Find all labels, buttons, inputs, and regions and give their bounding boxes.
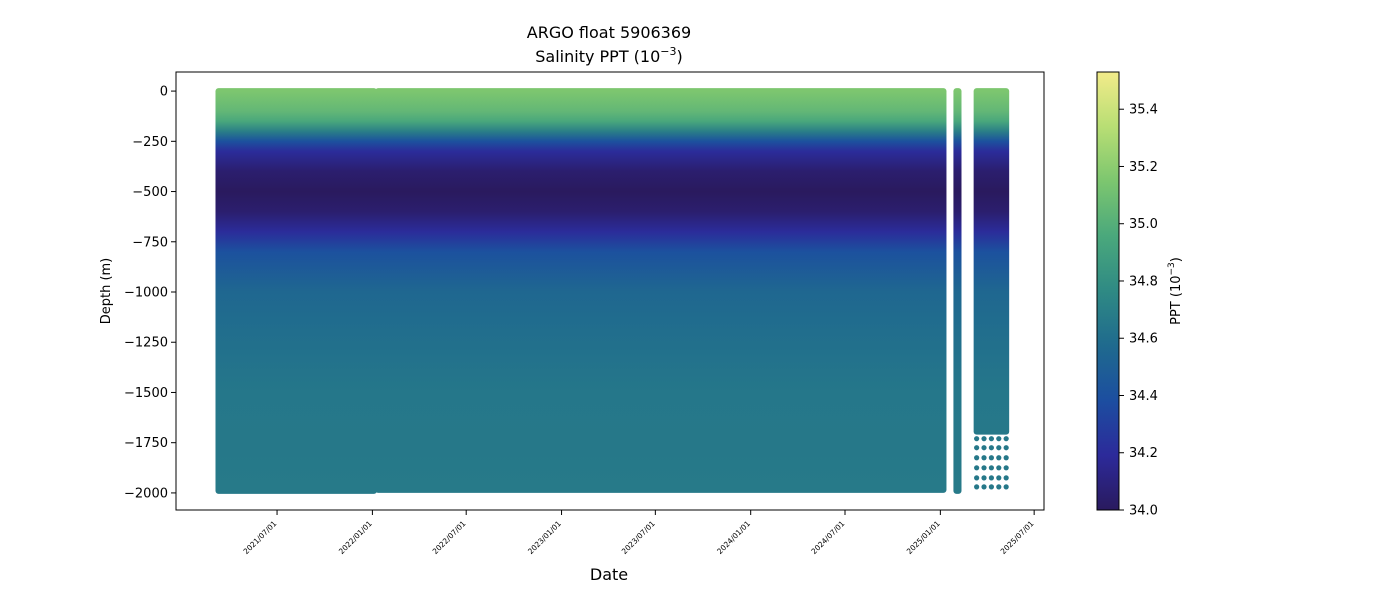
y-tick-label: −2000 xyxy=(124,486,168,501)
deep-dot xyxy=(988,475,995,481)
deep-dot xyxy=(981,465,987,471)
deep-dot xyxy=(981,475,987,481)
deep-dot xyxy=(974,455,980,461)
x-tick-label: 2023/07/01 xyxy=(620,519,657,556)
x-axis-ticks: 2021/07/01 2022/01/01 2022/07/01 2023/01/01… xyxy=(242,510,1036,556)
y-tick-label: −750 xyxy=(132,235,168,250)
deep-dot xyxy=(996,436,1002,442)
profile-segment xyxy=(375,88,947,493)
x-tick-label: 2021/07/01 xyxy=(242,519,279,556)
deep-dot xyxy=(981,484,987,490)
deep-dot xyxy=(981,445,987,451)
x-tick-label: 2022/07/01 xyxy=(431,519,468,556)
deep-dots xyxy=(974,436,1009,490)
deep-dot xyxy=(974,436,980,442)
deep-dot xyxy=(974,445,980,451)
deep-dot xyxy=(1003,475,1009,481)
colorbar-tick-label: 35.4 xyxy=(1129,103,1158,118)
deep-dot xyxy=(981,455,987,461)
deep-dot xyxy=(996,455,1002,461)
profile-columns xyxy=(215,88,1010,494)
colorbar-ticks: 34.0 34.2 34.4 34.6 34.8 35.0 35.2 35.4 xyxy=(1119,103,1158,519)
x-tick-label: 2024/01/01 xyxy=(715,519,752,556)
plot-frame xyxy=(175,71,1045,511)
chart-subtitle: Salinity PPT (10−3) xyxy=(535,45,683,66)
y-tick-label: −1500 xyxy=(124,386,168,401)
colorbar xyxy=(1096,71,1120,511)
deep-dot xyxy=(988,436,995,442)
x-tick-label: 2024/07/01 xyxy=(809,519,846,556)
x-tick-label: 2025/01/01 xyxy=(905,519,942,556)
colorbar-tick-label: 34.4 xyxy=(1129,389,1158,404)
x-tick-label: 2022/01/01 xyxy=(337,519,374,556)
deep-dot xyxy=(996,475,1002,481)
profile-segment xyxy=(953,88,962,494)
y-axis-label: Depth (m) xyxy=(99,258,114,325)
deep-dot xyxy=(988,484,995,490)
deep-dot xyxy=(988,455,995,461)
chart-title: ARGO float 5906369 xyxy=(527,23,691,42)
x-tick-label: 2023/01/01 xyxy=(526,519,563,556)
colorbar-label: PPT (10−3) xyxy=(1167,257,1184,325)
y-axis-ticks: 0 −250 −500 −750 −1000 −1250 −1500 −1750 −2000 xyxy=(124,85,176,501)
deep-dot xyxy=(1003,445,1009,451)
colorbar-tick-label: 34.0 xyxy=(1129,504,1158,519)
deep-dot xyxy=(996,445,1002,451)
deep-dot xyxy=(1003,465,1009,471)
y-tick-label: −250 xyxy=(132,135,168,150)
deep-dot xyxy=(988,445,995,451)
x-axis-label: Date xyxy=(590,565,628,584)
profile-segment xyxy=(215,88,377,494)
colorbar-tick-label: 35.0 xyxy=(1129,217,1158,232)
profile-segment xyxy=(973,88,1010,435)
deep-dot xyxy=(981,436,987,442)
colorbar-tick-label: 34.8 xyxy=(1129,274,1158,289)
deep-dot xyxy=(996,465,1002,471)
deep-dot xyxy=(974,465,980,471)
colorbar-tick-label: 34.2 xyxy=(1129,446,1158,461)
y-tick-label: −1750 xyxy=(124,436,168,451)
y-tick-label: 0 xyxy=(160,85,168,100)
deep-dot xyxy=(1003,484,1009,490)
deep-dot xyxy=(1003,436,1009,442)
deep-dot xyxy=(974,484,980,490)
y-tick-label: −1250 xyxy=(124,336,168,351)
deep-dot xyxy=(1003,455,1009,461)
colorbar-tick-label: 34.6 xyxy=(1129,332,1158,347)
x-tick-label: 2025/07/01 xyxy=(999,519,1036,556)
deep-dot xyxy=(996,484,1002,490)
y-tick-label: −1000 xyxy=(124,286,168,301)
y-tick-label: −500 xyxy=(132,185,168,200)
deep-dot xyxy=(974,475,980,481)
colorbar-tick-label: 35.2 xyxy=(1129,160,1158,175)
deep-dot xyxy=(988,465,995,471)
